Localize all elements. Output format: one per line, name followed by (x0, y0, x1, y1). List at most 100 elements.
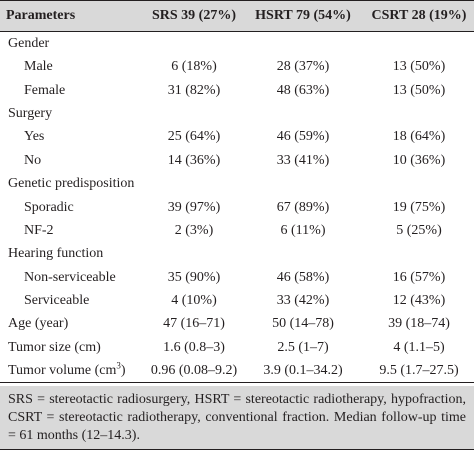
row-label: Genetic predisposition (0, 172, 146, 195)
cell-hsrt: 46 (59%) (276, 129, 330, 145)
cell-srs (146, 242, 242, 265)
table-row: Surgery (0, 102, 474, 125)
cell-srs: 1.6 (0.8–3) (163, 339, 225, 355)
row-label-text: Yes (24, 129, 45, 145)
cell-csrt: 4 (1.1–5) (393, 339, 445, 355)
row-sublabel: Sporadic (0, 195, 146, 218)
table-row: Female 31 (82%) 48 (63%) 13 (50%) (0, 78, 474, 101)
table-row: Hearing function (0, 242, 474, 265)
row-label-text: Male (24, 59, 53, 75)
header-hsrt: HSRT 79 (54%) (255, 8, 351, 23)
cell-srs: 14 (36%) (167, 152, 221, 168)
row-label-text: Serviceable (24, 293, 90, 309)
row-label-text: Non-serviceable (24, 269, 116, 285)
cell-csrt: 10 (36%) (392, 152, 446, 168)
cell-hsrt: 28 (37%) (276, 59, 330, 75)
row-label: Hearing function (0, 242, 146, 265)
header-row: Parameters SRS 39 (27%) HSRT 79 (54%) CS… (0, 0, 474, 32)
row-label-text: Female (24, 82, 66, 98)
table-row: Serviceable 4 (10%) 33 (42%) 12 (43%) (0, 289, 474, 312)
row-label-text: No (24, 152, 42, 168)
row-label-superscript: 3 (116, 360, 121, 371)
cell-hsrt: 67 (89%) (276, 199, 330, 215)
table-row: Male 6 (18%) 28 (37%) 13 (50%) (0, 55, 474, 78)
cell-srs: 6 (18%) (171, 59, 217, 75)
cell-csrt (364, 242, 474, 265)
table-row: Yes 25 (64%) 46 (59%) 18 (64%) (0, 125, 474, 148)
table-row: Sporadic 39 (97%) 67 (89%) 19 (75%) (0, 195, 474, 218)
cell-srs (146, 172, 242, 195)
table-row: Genetic predisposition (0, 172, 474, 195)
cell-hsrt (242, 242, 364, 265)
cell-csrt: 18 (64%) (392, 129, 446, 145)
cell-hsrt: 33 (41%) (276, 152, 330, 168)
cell-srs: 31 (82%) (167, 82, 221, 98)
cell-srs (146, 32, 242, 56)
cell-hsrt: 48 (63%) (276, 82, 330, 98)
cell-hsrt: 6 (11%) (280, 222, 326, 238)
cell-hsrt: 33 (42%) (276, 293, 330, 309)
table-footnote: SRS = stereotactic radiosurgery, HSRT = … (0, 386, 474, 450)
cell-csrt (364, 32, 474, 56)
cell-hsrt: 2.5 (1–7) (277, 339, 329, 355)
row-sublabel: Male (0, 55, 146, 78)
cell-csrt: 19 (75%) (392, 199, 446, 215)
cell-srs: 2 (3%) (174, 222, 214, 238)
row-sublabel: Yes (0, 125, 146, 148)
cell-csrt: 9.5 (1.7–27.5) (379, 363, 459, 379)
table-body: Gender Male 6 (18%) 28 (37%) 13 (50%) Female 3… (0, 32, 474, 383)
table-row: Non-serviceable 35 (90%) 46 (58%) 16 (57%) (0, 266, 474, 289)
header-parameters: Parameters (6, 8, 76, 23)
table-header: Parameters SRS 39 (27%) HSRT 79 (54%) CS… (0, 0, 474, 32)
header-srs: SRS 39 (27%) (151, 8, 236, 23)
cell-srs (146, 102, 242, 125)
table-row: NF-2 2 (3%) 6 (11%) 5 (25%) (0, 219, 474, 242)
patient-characteristics-table: Parameters SRS 39 (27%) HSRT 79 (54%) CS… (0, 0, 474, 383)
cell-csrt: 5 (25%) (396, 222, 442, 238)
cell-hsrt: 50 (14–78) (272, 316, 334, 332)
cell-srs: 35 (90%) (167, 269, 221, 285)
header-csrt: CSRT 28 (19%) (371, 8, 467, 23)
table-row: Tumor size (cm) 1.6 (0.8–3) 2.5 (1–7) 4 (1.… (0, 336, 474, 359)
row-sublabel: Serviceable (0, 289, 146, 312)
cell-srs: 25 (64%) (167, 129, 221, 145)
cell-csrt (364, 102, 474, 125)
row-label-text: Hearing function (8, 246, 104, 262)
row-label: Tumor volume (cm3) (0, 359, 146, 383)
row-label: Age (year) (0, 312, 146, 335)
row-sublabel: Female (0, 78, 146, 101)
cell-srs: 4 (10%) (171, 293, 217, 309)
table-row: Tumor volume (cm3) 0.96 (0.08–9.2) 3.9 (0.… (0, 359, 474, 383)
row-sublabel: NF-2 (0, 219, 146, 242)
row-label-text: Tumor size (cm) (8, 339, 101, 355)
cell-csrt: 13 (50%) (392, 59, 446, 75)
row-label-text: Age (year) (8, 316, 69, 332)
cell-hsrt: 3.9 (0.1–34.2) (263, 363, 343, 379)
cell-srs: 39 (97%) (167, 199, 221, 215)
row-label-tail: ) (120, 363, 126, 379)
row-label-text: Sporadic (24, 199, 74, 215)
cell-csrt (364, 172, 474, 195)
table-row: Gender (0, 32, 474, 56)
table-row: Age (year) 47 (16–71) 50 (14–78) 39 (18–74) (0, 312, 474, 335)
cell-hsrt (242, 32, 364, 56)
cell-hsrt: 46 (58%) (276, 269, 330, 285)
patient-characteristics-table-wrapper: Parameters SRS 39 (27%) HSRT 79 (54%) CS… (0, 0, 474, 383)
cell-srs: 0.96 (0.08–9.2) (150, 363, 238, 379)
row-label-text: Surgery (8, 105, 53, 121)
cell-csrt: 16 (57%) (392, 269, 446, 285)
cell-srs: 47 (16–71) (163, 316, 225, 332)
row-label-text: NF-2 (24, 222, 54, 238)
row-label-text: Genetic predisposition (8, 176, 135, 192)
cell-csrt: 12 (43%) (392, 293, 446, 309)
row-label-text: Gender (8, 36, 50, 51)
row-sublabel: Non-serviceable (0, 266, 146, 289)
row-label: Surgery (0, 102, 146, 125)
table-row: No 14 (36%) 33 (41%) 10 (36%) (0, 149, 474, 172)
cell-csrt: 13 (50%) (392, 82, 446, 98)
cell-hsrt (242, 102, 364, 125)
row-sublabel: No (0, 149, 146, 172)
cell-csrt: 39 (18–74) (388, 316, 450, 332)
row-label: Gender (0, 32, 146, 56)
row-label-text: Tumor volume (cm (8, 363, 117, 379)
